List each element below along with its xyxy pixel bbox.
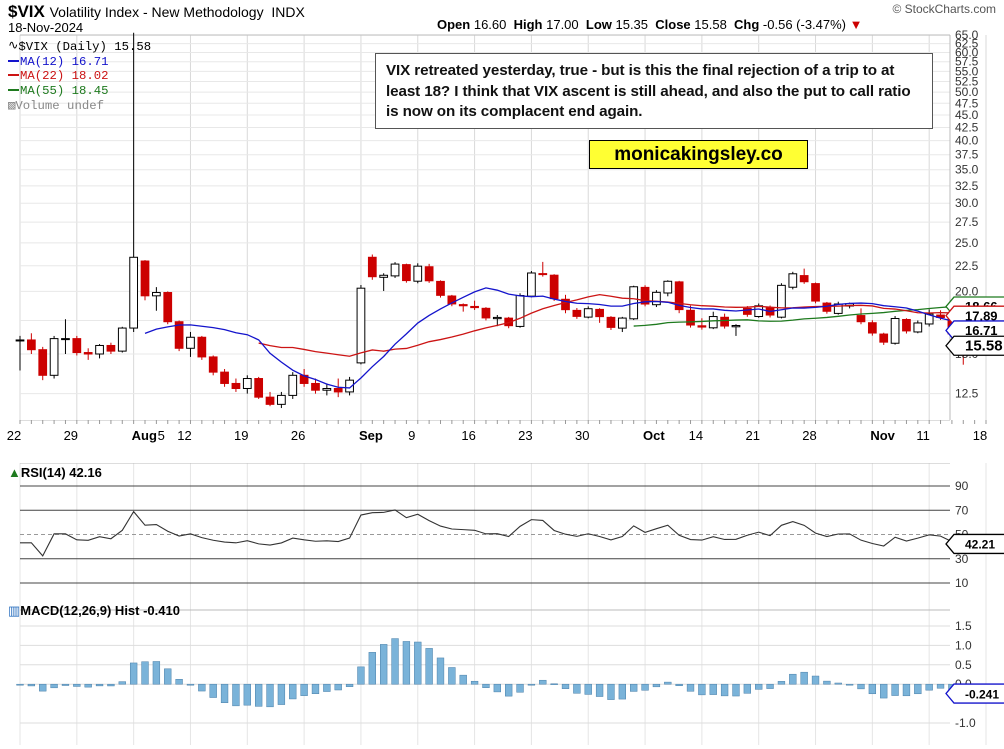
svg-text:26: 26 bbox=[291, 428, 305, 443]
svg-text:40.0: 40.0 bbox=[955, 134, 979, 148]
svg-text:19: 19 bbox=[234, 428, 248, 443]
svg-text:Aug: Aug bbox=[132, 428, 157, 443]
svg-text:42.5: 42.5 bbox=[955, 120, 979, 134]
svg-text:18: 18 bbox=[973, 428, 987, 443]
svg-text:-0.241: -0.241 bbox=[965, 687, 999, 701]
svg-text:30: 30 bbox=[575, 428, 589, 443]
svg-text:11: 11 bbox=[916, 428, 930, 443]
svg-text:0.5: 0.5 bbox=[955, 658, 972, 672]
svg-text:1.0: 1.0 bbox=[955, 638, 972, 652]
svg-text:9: 9 bbox=[408, 428, 415, 443]
svg-text:30.0: 30.0 bbox=[955, 196, 979, 210]
svg-text:Nov: Nov bbox=[870, 428, 895, 443]
svg-text:25.0: 25.0 bbox=[955, 236, 979, 250]
svg-text:12: 12 bbox=[177, 428, 191, 443]
svg-text:15.58: 15.58 bbox=[965, 337, 1003, 354]
svg-text:20.0: 20.0 bbox=[955, 284, 979, 298]
svg-text:1.5: 1.5 bbox=[955, 619, 972, 633]
svg-text:Oct: Oct bbox=[643, 428, 665, 443]
svg-text:Sep: Sep bbox=[359, 428, 383, 443]
svg-text:14: 14 bbox=[689, 428, 703, 443]
svg-text:32.5: 32.5 bbox=[955, 179, 979, 193]
svg-text:70: 70 bbox=[955, 503, 969, 517]
svg-text:16: 16 bbox=[461, 428, 475, 443]
svg-text:23: 23 bbox=[518, 428, 532, 443]
svg-text:28: 28 bbox=[802, 428, 816, 443]
svg-text:10: 10 bbox=[955, 576, 969, 590]
svg-text:21: 21 bbox=[745, 428, 759, 443]
svg-text:-1.0: -1.0 bbox=[955, 716, 976, 730]
svg-text:22: 22 bbox=[7, 428, 21, 443]
svg-text:35.0: 35.0 bbox=[955, 163, 979, 177]
svg-text:12.5: 12.5 bbox=[955, 387, 979, 401]
svg-text:29: 29 bbox=[64, 428, 78, 443]
svg-text:37.5: 37.5 bbox=[955, 148, 979, 162]
svg-text:42.21: 42.21 bbox=[965, 538, 995, 552]
svg-text:22.5: 22.5 bbox=[955, 259, 979, 273]
svg-text:5: 5 bbox=[158, 428, 165, 443]
svg-text:65.0: 65.0 bbox=[955, 28, 979, 42]
svg-text:27.5: 27.5 bbox=[955, 215, 979, 229]
svg-text:90: 90 bbox=[955, 479, 969, 493]
